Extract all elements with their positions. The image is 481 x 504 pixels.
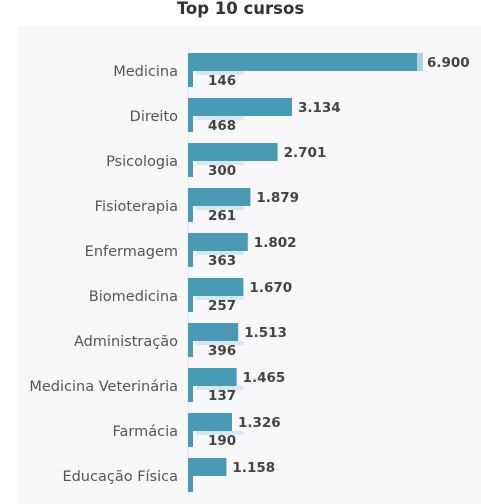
secondary-bar-highlight [196, 431, 244, 435]
secondary-bar-stem [188, 161, 193, 177]
secondary-value-label: 257 [208, 298, 236, 314]
main-bar [188, 458, 227, 476]
secondary-bar-stem [188, 71, 193, 87]
category-label: Medicina Veterinária [29, 379, 178, 395]
secondary-bar-stem [188, 116, 193, 132]
secondary-bar-highlight [196, 206, 244, 210]
secondary-value-label: 137 [208, 388, 236, 404]
secondary-value-label: 396 [208, 343, 236, 359]
secondary-bar-highlight [196, 341, 244, 345]
secondary-bar-stem [188, 206, 193, 222]
category-label: Farmácia [113, 424, 179, 440]
category-label: Educação Física [62, 469, 178, 485]
value-label: 3.134 [298, 100, 341, 116]
main-bar [188, 53, 417, 71]
secondary-value-label: 261 [208, 208, 236, 224]
secondary-value-label: 190 [208, 433, 236, 449]
main-bar [188, 143, 278, 161]
category-label: Enfermagem [85, 244, 178, 260]
value-label: 1.879 [256, 190, 299, 206]
category-label: Fisioterapia [95, 199, 178, 215]
category-label: Biomedicina [89, 289, 178, 305]
value-label: 1.802 [254, 235, 297, 251]
secondary-bar-highlight [196, 161, 244, 165]
secondary-value-label: 300 [208, 163, 236, 179]
secondary-value-label: 468 [208, 118, 236, 134]
category-label: Psicologia [106, 154, 178, 170]
main-bar [188, 233, 248, 251]
value-label: 1.326 [238, 415, 281, 431]
main-bar [188, 188, 251, 206]
secondary-bar-highlight [196, 251, 244, 255]
main-bar [188, 278, 244, 296]
secondary-bar-highlight [196, 71, 244, 75]
category-label: Medicina [113, 64, 178, 80]
category-label: Direito [130, 109, 178, 125]
secondary-bar-stem [188, 251, 193, 267]
main-bar [188, 413, 233, 431]
secondary-bar-stem [188, 386, 193, 402]
chart-title: Top 10 cursos [176, 0, 305, 18]
secondary-bar-stem [188, 341, 193, 357]
secondary-bar-highlight [196, 116, 244, 120]
category-label: Administração [74, 334, 178, 350]
main-bar [188, 368, 237, 386]
value-label: 6.900 [427, 55, 470, 71]
value-label: 1.513 [244, 325, 287, 341]
main-bar [188, 98, 293, 116]
secondary-bar-stem [188, 476, 193, 492]
main-bar [188, 323, 239, 341]
secondary-value-label: 363 [208, 253, 236, 269]
secondary-bar-stem [188, 296, 193, 312]
value-label: 1.465 [243, 370, 286, 386]
secondary-bar-highlight [196, 386, 244, 390]
main-bar-cap [417, 53, 423, 71]
value-label: 1.670 [249, 280, 292, 296]
value-label: 2.701 [284, 145, 327, 161]
value-label: 1.158 [232, 460, 275, 476]
secondary-bar-stem [188, 431, 193, 447]
secondary-value-label: 146 [208, 73, 236, 89]
secondary-bar-highlight [196, 296, 244, 300]
